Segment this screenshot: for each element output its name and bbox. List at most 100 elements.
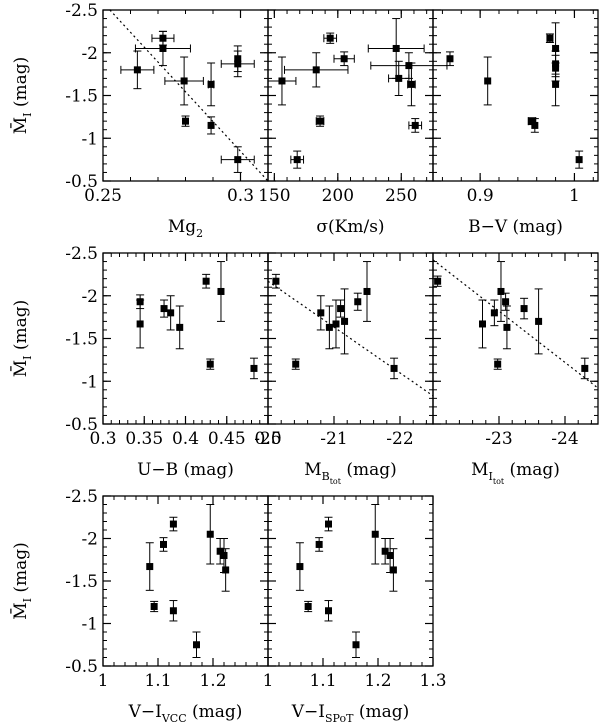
point-marker	[497, 287, 505, 295]
x-tick-label: 0.9	[467, 186, 494, 206]
x-tick-label: 0.45	[208, 429, 246, 449]
point-marker	[581, 364, 589, 372]
x-axis-label: V−ISPoT (mag)	[291, 702, 410, 723]
panel-8: 1 1.1 1.2 1.3 V−ISPoT (mag)	[263, 495, 447, 723]
fit-line	[109, 10, 268, 181]
data-point	[324, 600, 333, 622]
x-tick-label: 250	[385, 186, 417, 206]
data-point	[202, 273, 211, 289]
data-point	[530, 118, 539, 133]
data-point	[145, 542, 154, 591]
data-point	[206, 358, 215, 370]
point-marker	[278, 77, 286, 85]
data-point	[390, 357, 399, 380]
y-tick-label: -1.5	[65, 87, 98, 107]
panel-frame	[102, 9, 269, 182]
data-point	[389, 548, 398, 592]
point-marker	[216, 547, 224, 555]
data-point	[207, 116, 216, 135]
point-marker	[520, 305, 528, 313]
y-axis-label: M̄I (mag)	[9, 57, 34, 135]
y-tick-label: -0.5	[65, 415, 98, 435]
y-tick-label: -1	[81, 129, 98, 149]
data-point	[290, 150, 305, 169]
fit-line	[433, 259, 598, 389]
data-point	[216, 538, 225, 565]
data-point	[340, 288, 349, 355]
data-point	[150, 600, 159, 613]
point-marker	[272, 277, 280, 285]
y-axis-label-unit: (mag)	[11, 57, 31, 113]
point-marker	[490, 309, 498, 317]
x-axis-label: σ(Km/s)	[316, 217, 384, 237]
y-axis-label-sub: I	[21, 356, 34, 360]
x-axis-label-unit: (mag)	[504, 460, 560, 480]
data-point	[520, 297, 529, 320]
x-tick-label: -24	[551, 429, 578, 449]
point-marker	[552, 44, 560, 52]
data-point	[166, 295, 175, 331]
y-axis-label: M̄I (mag)	[9, 300, 34, 378]
point-marker	[531, 121, 539, 129]
data-point	[408, 118, 423, 133]
panel-frame	[267, 495, 434, 667]
panel-5: -20 -21 -22 MBtot (mag)	[254, 252, 434, 486]
data-point	[333, 51, 355, 67]
point-marker	[446, 55, 454, 63]
panel-4: 0.3 0.35 0.4 0.45 0.5 -0.5 -1 -1.5 -2 -2.5 U−B (ma…	[9, 244, 282, 480]
point-marker	[434, 277, 442, 285]
point-marker	[304, 603, 312, 610]
point-marker	[136, 320, 144, 328]
data-point	[221, 548, 230, 592]
x-axis-label-main: Mg	[168, 217, 196, 237]
point-marker	[340, 55, 348, 63]
point-marker	[325, 607, 332, 615]
point-marker	[325, 323, 333, 331]
x-tick-label: -21	[320, 429, 347, 449]
x-axis-label: U−B (mag)	[137, 460, 234, 480]
data-point	[159, 537, 168, 552]
x-tick-label: 0.35	[125, 429, 163, 449]
data-point	[233, 45, 242, 73]
point-marker	[234, 55, 242, 63]
data-point	[134, 30, 191, 67]
y-tick-label: -2	[81, 530, 98, 550]
y-tick-label: -2.5	[65, 244, 98, 264]
x-axis-label-subsub: tot	[330, 477, 342, 486]
data-point	[169, 516, 178, 532]
x-tick-label: 1.1	[144, 671, 171, 691]
x-tick-label: 1.2	[199, 671, 226, 691]
point-marker	[341, 317, 349, 325]
data-point	[206, 504, 215, 565]
data-point	[353, 292, 362, 311]
data-point	[291, 358, 300, 370]
point-marker	[146, 563, 154, 571]
point-marker	[169, 520, 177, 528]
x-axis-label-sub: VCC	[161, 712, 187, 723]
x-tick-label: 1	[263, 671, 274, 691]
panel-frame	[102, 252, 269, 425]
data-point	[575, 150, 584, 169]
data-point	[493, 358, 502, 370]
x-axis-label-unit: (mag)	[341, 460, 397, 480]
x-axis-label-main: U−B (mag)	[137, 460, 234, 480]
point-marker	[325, 520, 332, 528]
data-point	[315, 115, 325, 127]
y-tick-label: -2.5	[65, 487, 98, 507]
y-axis-label-main: M̄	[9, 360, 31, 377]
data-point	[478, 299, 487, 349]
point-marker	[411, 121, 419, 129]
point-marker	[159, 44, 167, 52]
point-marker	[363, 287, 371, 295]
x-tick-label: 0.3	[227, 186, 254, 206]
point-marker	[392, 44, 400, 52]
point-marker	[535, 317, 543, 325]
x-tick-label: 1	[569, 186, 580, 206]
data-point	[483, 56, 492, 106]
data-point	[551, 62, 560, 107]
point-marker	[503, 323, 511, 331]
y-tick-label: -1.5	[65, 572, 98, 592]
point-marker	[337, 305, 345, 313]
x-axis-label: V−IVCC (mag)	[128, 702, 243, 723]
